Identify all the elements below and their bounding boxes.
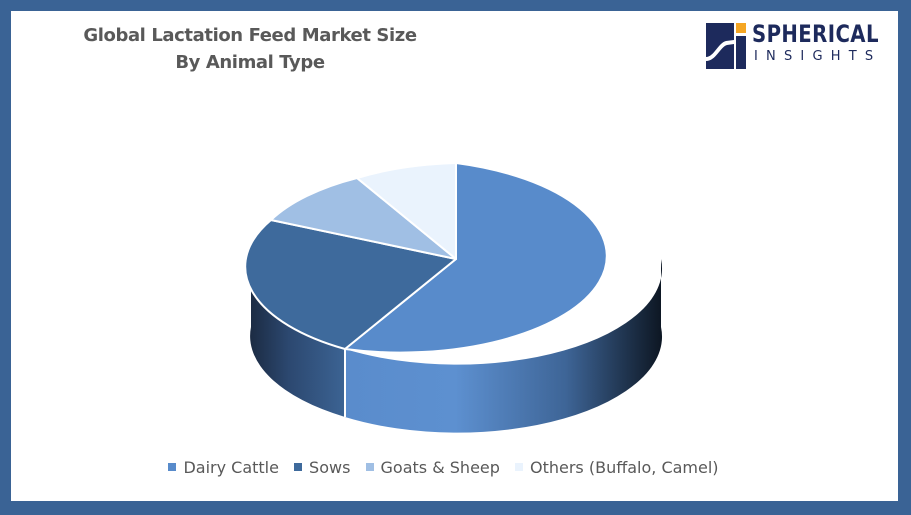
chart-title-line1: Global Lactation Feed Market Size: [83, 25, 417, 46]
pie-slice-goats-sheep[interactable]: [270, 177, 457, 260]
logo-mark-icon: [706, 23, 746, 69]
pie-side-dairy-cattle: [345, 259, 663, 433]
legend-swatch-icon: [365, 463, 374, 471]
pie-slice-others[interactable]: [356, 162, 457, 260]
legend-item-goats-sheep[interactable]: Goats & Sheep: [365, 458, 500, 477]
chart-title-line2: By Animal Type: [175, 52, 325, 73]
pie-side-sows: [250, 259, 345, 417]
logo-text-spherical: SPHERICAL: [752, 20, 879, 48]
spherical-insights-logo: SPHERICAL INSIGHTS: [706, 20, 886, 70]
legend-swatch-icon: [294, 463, 303, 471]
legend-item-sows[interactable]: Sows: [294, 458, 350, 477]
chart-title: Global Lactation Feed Market Size By Ani…: [40, 22, 460, 76]
chart-legend: Dairy Cattle Sows Goats & Sheep Others (…: [0, 458, 887, 477]
logo-text-insights: INSIGHTS: [754, 49, 882, 64]
legend-item-dairy-cattle[interactable]: Dairy Cattle: [168, 458, 279, 477]
legend-item-others[interactable]: Others (Buffalo, Camel): [515, 458, 719, 477]
legend-label: Sows: [309, 458, 351, 477]
legend-label: Dairy Cattle: [183, 458, 279, 477]
pie-slice-sows[interactable]: [244, 219, 457, 350]
legend-swatch-icon: [168, 463, 177, 471]
legend-label: Goats & Sheep: [380, 458, 500, 477]
legend-swatch-icon: [515, 463, 523, 471]
pie-slice-dairy-cattle[interactable]: [344, 162, 608, 354]
legend-label: Others (Buffalo, Camel): [530, 458, 719, 477]
